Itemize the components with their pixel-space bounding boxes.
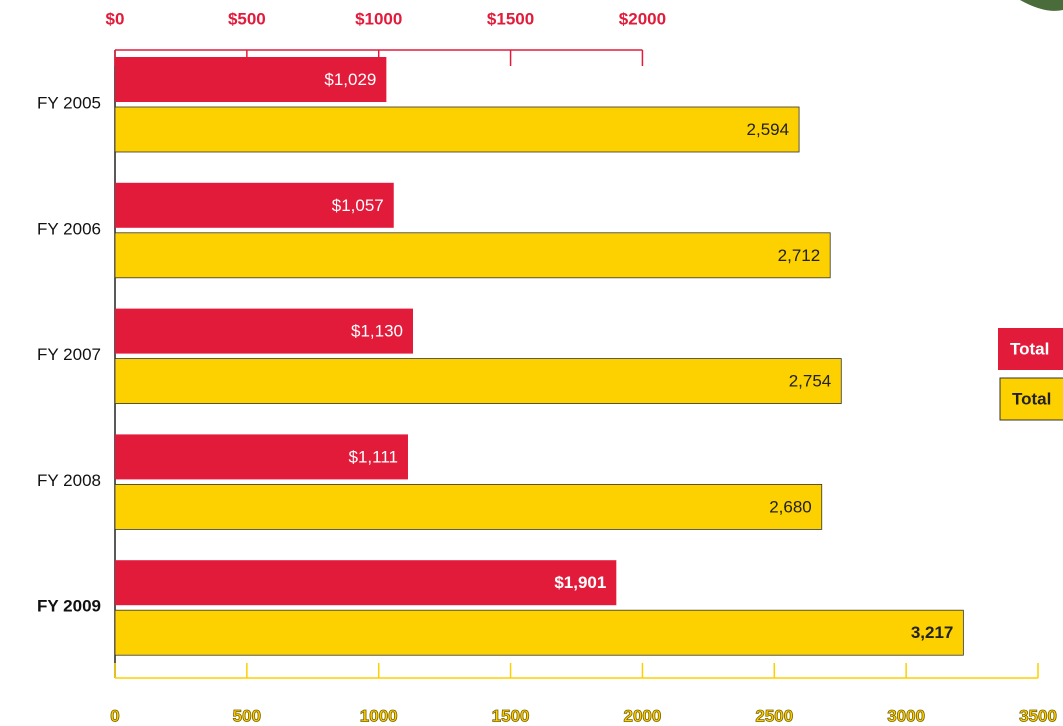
legend-swatch	[998, 328, 1063, 370]
x-tick-label: 2500	[755, 706, 793, 725]
x2-tick-label: $1500	[487, 9, 534, 28]
bar	[115, 560, 617, 606]
bar	[114, 106, 800, 153]
y-tick-label: FY 2007	[37, 345, 101, 364]
data-label: $1,111	[349, 447, 398, 466]
data-label: $1,901	[554, 573, 606, 592]
y-tick-label: FY 2008	[37, 471, 101, 490]
bar	[114, 609, 964, 656]
y-tick-label: FY 2009	[37, 597, 101, 616]
x-tick-label: 500	[233, 706, 261, 725]
x-tick-label: 1500	[492, 706, 530, 725]
x-tick-label: 1000	[360, 706, 398, 725]
bar	[115, 182, 394, 228]
bar	[115, 57, 387, 102]
legend-label: Total	[1010, 339, 1049, 358]
bar	[115, 308, 413, 354]
data-label: 3,217	[911, 623, 954, 642]
decoration	[1020, 0, 1063, 11]
x-tick-label: 0	[110, 706, 119, 725]
y-tick-label: FY 2005	[37, 93, 101, 112]
x-tick-label: 3500	[1019, 706, 1057, 725]
x-tick-label: 3000	[887, 706, 925, 725]
x2-tick-label: $500	[228, 9, 266, 28]
x2-tick-label: $0	[106, 9, 125, 28]
legend-label: Total	[1012, 389, 1051, 408]
data-label: $1,057	[332, 196, 384, 215]
x-tick-label: 2000	[624, 706, 662, 725]
y-tick-label: FY 2006	[37, 219, 101, 238]
legend-swatch	[999, 377, 1063, 421]
bar	[115, 434, 408, 480]
bar	[114, 232, 831, 279]
data-label: 2,594	[747, 120, 790, 139]
bar	[114, 358, 842, 405]
data-label: 2,754	[789, 372, 832, 391]
data-label: $1,130	[351, 322, 403, 341]
x2-tick-label: $1000	[355, 9, 402, 28]
data-label: 2,712	[778, 246, 821, 265]
data-label: $1,029	[324, 70, 376, 89]
data-label: 2,680	[769, 497, 812, 516]
bar	[114, 483, 823, 530]
x2-tick-label: $2000	[619, 9, 666, 28]
